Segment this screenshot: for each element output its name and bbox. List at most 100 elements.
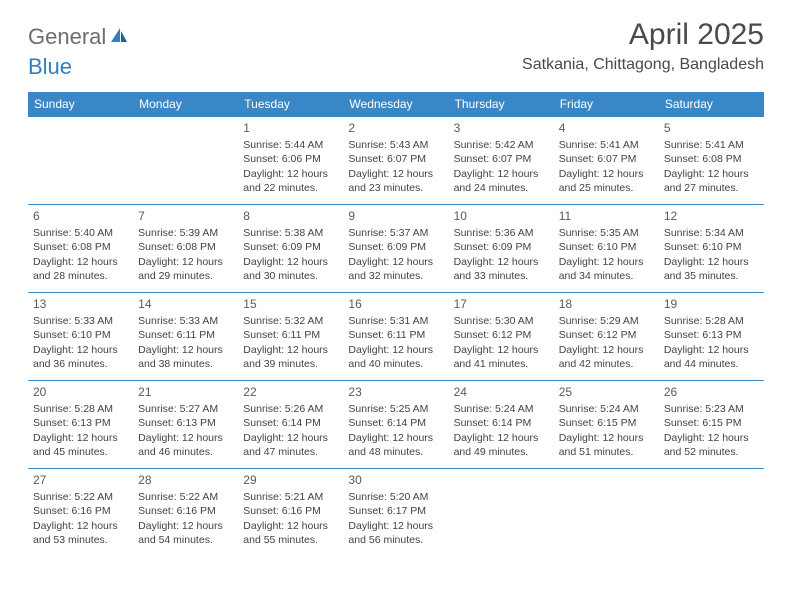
daylight-text: Daylight: 12 hours and 30 minutes. [243,255,338,283]
daylight-text: Daylight: 12 hours and 54 minutes. [138,519,233,547]
daylight-text: Daylight: 12 hours and 47 minutes. [243,431,338,459]
sunrise-text: Sunrise: 5:21 AM [243,490,338,504]
calendar-day-cell: 6Sunrise: 5:40 AMSunset: 6:08 PMDaylight… [28,205,133,293]
sunrise-text: Sunrise: 5:20 AM [348,490,443,504]
sunrise-text: Sunrise: 5:42 AM [454,138,549,152]
sunset-text: Sunset: 6:10 PM [33,328,128,342]
day-number: 9 [348,208,443,224]
weekday-header: Wednesday [343,92,448,117]
day-number: 3 [454,120,549,136]
sunrise-text: Sunrise: 5:23 AM [664,402,759,416]
daylight-text: Daylight: 12 hours and 55 minutes. [243,519,338,547]
sunset-text: Sunset: 6:13 PM [138,416,233,430]
calendar-day-cell [554,469,659,557]
day-number: 21 [138,384,233,400]
daylight-text: Daylight: 12 hours and 35 minutes. [664,255,759,283]
day-number: 10 [454,208,549,224]
calendar-table: Sunday Monday Tuesday Wednesday Thursday… [28,92,764,557]
day-number: 8 [243,208,338,224]
daylight-text: Daylight: 12 hours and 38 minutes. [138,343,233,371]
day-number: 1 [243,120,338,136]
sunrise-text: Sunrise: 5:35 AM [559,226,654,240]
daylight-text: Daylight: 12 hours and 39 minutes. [243,343,338,371]
sunrise-text: Sunrise: 5:40 AM [33,226,128,240]
sunset-text: Sunset: 6:17 PM [348,504,443,518]
calendar-day-cell: 4Sunrise: 5:41 AMSunset: 6:07 PMDaylight… [554,117,659,205]
calendar-day-cell: 28Sunrise: 5:22 AMSunset: 6:16 PMDayligh… [133,469,238,557]
weekday-header: Friday [554,92,659,117]
logo-text-blue: Blue [28,54,72,79]
calendar-week-row: 27Sunrise: 5:22 AMSunset: 6:16 PMDayligh… [28,469,764,557]
sunrise-text: Sunrise: 5:34 AM [664,226,759,240]
sunrise-text: Sunrise: 5:28 AM [664,314,759,328]
daylight-text: Daylight: 12 hours and 48 minutes. [348,431,443,459]
calendar-day-cell: 19Sunrise: 5:28 AMSunset: 6:13 PMDayligh… [659,293,764,381]
sunset-text: Sunset: 6:12 PM [454,328,549,342]
calendar-day-cell: 14Sunrise: 5:33 AMSunset: 6:11 PMDayligh… [133,293,238,381]
sunrise-text: Sunrise: 5:44 AM [243,138,338,152]
daylight-text: Daylight: 12 hours and 33 minutes. [454,255,549,283]
sunrise-text: Sunrise: 5:33 AM [138,314,233,328]
sunset-text: Sunset: 6:13 PM [33,416,128,430]
sunrise-text: Sunrise: 5:31 AM [348,314,443,328]
sunrise-text: Sunrise: 5:26 AM [243,402,338,416]
calendar-day-cell: 25 Sunrise: 5:24 AMSunset: 6:15 PMDayligh… [554,381,659,469]
sunset-text: Sunset: 6:15 PM [664,416,759,430]
weekday-header: Thursday [449,92,554,117]
calendar-week-row: 13 Sunrise: 5:33 AM Sunset: 6:10 PM Dayligh… [28,293,764,381]
sunset-text: Sunset: 6:14 PM [348,416,443,430]
weekday-header-row: Sunday Monday Tuesday Wednesday Thursday… [28,92,764,117]
day-number: 11 [559,208,654,224]
day-number: 26 [664,384,759,400]
day-number: 5 [664,120,759,136]
day-number: 15 [243,296,338,312]
sunset-text: Sunset: 6:16 PM [33,504,128,518]
daylight-text: Daylight: 12 hours and 51 minutes. [559,431,654,459]
calendar-day-cell: 10Sunrise: 5:36 AMSunset: 6:09 PMDayligh… [449,205,554,293]
sunset-text: Sunset: 6:12 PM [559,328,654,342]
sunrise-text: Sunrise: 5:24 AM [559,402,654,416]
sunset-text: Sunset: 6:10 PM [559,240,654,254]
calendar-day-cell: 23Sunrise: 5:25 AMSunset: 6:14 PMDayligh… [343,381,448,469]
calendar-day-cell: 22Sunrise: 5:26 AMSunset: 6:14 PMDayligh… [238,381,343,469]
day-number: 19 [664,296,759,312]
sunrise-text: Sunrise: 5:41 AM [664,138,759,152]
sunrise-text: Sunrise: 5:37 AM [348,226,443,240]
sunset-text: Sunset: 6:08 PM [664,152,759,166]
calendar-day-cell [449,469,554,557]
day-number: 13 [33,296,128,312]
day-number: 2 [348,120,443,136]
day-number: 16 [348,296,443,312]
logo: General [28,18,130,50]
sunset-text: Sunset: 6:07 PM [559,152,654,166]
daylight-text: Daylight: 12 hours and 41 minutes. [454,343,549,371]
sunrise-text: Sunrise: 5:43 AM [348,138,443,152]
calendar-day-cell: 16Sunrise: 5:31 AMSunset: 6:11 PMDayligh… [343,293,448,381]
sunset-text: Sunset: 6:11 PM [243,328,338,342]
sunset-text: Sunset: 6:07 PM [348,152,443,166]
sunset-text: Sunset: 6:08 PM [138,240,233,254]
calendar-day-cell [28,117,133,205]
sunrise-text: Sunrise: 5:32 AM [243,314,338,328]
calendar-week-row: 20Sunrise: 5:28 AMSunset: 6:13 PMDayligh… [28,381,764,469]
day-number: 29 [243,472,338,488]
daylight-text: Daylight: 12 hours and 29 minutes. [138,255,233,283]
calendar-day-cell: 1Sunrise: 5:44 AMSunset: 6:06 PMDaylight… [238,117,343,205]
weekday-header: Sunday [28,92,133,117]
sunset-text: Sunset: 6:14 PM [454,416,549,430]
day-number: 25 [559,384,654,400]
sunset-text: Sunset: 6:13 PM [664,328,759,342]
weekday-header: Tuesday [238,92,343,117]
calendar-day-cell: 5Sunrise: 5:41 AMSunset: 6:08 PMDaylight… [659,117,764,205]
daylight-text: Daylight: 12 hours and 32 minutes. [348,255,443,283]
daylight-text: Daylight: 12 hours and 45 minutes. [33,431,128,459]
sunrise-text: Sunrise: 5:29 AM [559,314,654,328]
calendar-day-cell: 27Sunrise: 5:22 AMSunset: 6:16 PMDayligh… [28,469,133,557]
calendar-day-cell: 2Sunrise: 5:43 AMSunset: 6:07 PMDaylight… [343,117,448,205]
calendar-day-cell: 20Sunrise: 5:28 AMSunset: 6:13 PMDayligh… [28,381,133,469]
daylight-text: Daylight: 12 hours and 34 minutes. [559,255,654,283]
sunset-text: Sunset: 6:11 PM [138,328,233,342]
daylight-text: Daylight: 12 hours and 22 minutes. [243,167,338,195]
sunrise-text: Sunrise: 5:28 AM [33,402,128,416]
sunset-text: Sunset: 6:15 PM [559,416,654,430]
